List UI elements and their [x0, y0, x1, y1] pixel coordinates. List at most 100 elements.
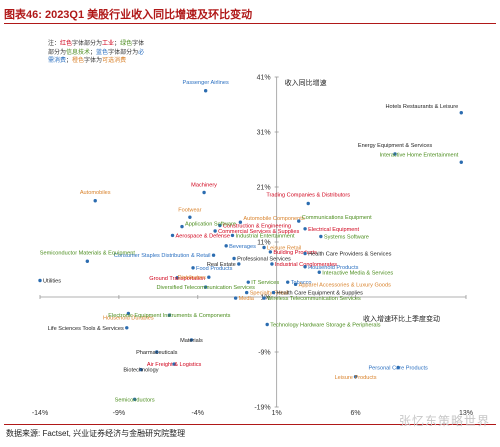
- note-part: 必需消费: [48, 49, 145, 65]
- legend-note: 注：红色字体部分为工业；绿色字体部分为信息技术；蓝色字体部分为必需消费；橙色字体…: [48, 40, 146, 66]
- source-rule: [4, 424, 496, 425]
- data-point: [244, 290, 249, 295]
- data-point: [262, 296, 266, 300]
- data-point: [188, 215, 192, 219]
- point-label: Automobile Components: [243, 216, 304, 222]
- point-label: Apparel Accessories & Luxury Goods: [299, 282, 392, 288]
- point-label: Household Products: [308, 265, 359, 271]
- y-tick-label: 21%: [257, 185, 271, 192]
- data-point: [297, 219, 301, 223]
- note-part: 字体部分为: [108, 49, 139, 56]
- point-label: Household Durables: [103, 316, 154, 322]
- y-tick-label: -9%: [258, 350, 270, 357]
- data-point: [268, 250, 273, 254]
- x-tick-label: 13%: [459, 410, 473, 417]
- data-point: [353, 375, 358, 379]
- data-point: [317, 270, 321, 274]
- data-point: [237, 262, 241, 266]
- point-label: Passenger Airlines: [182, 80, 229, 86]
- data-point: [189, 338, 194, 342]
- data-point: [38, 278, 42, 283]
- data-point: [218, 223, 222, 228]
- data-point: [262, 245, 266, 250]
- data-point: [393, 152, 397, 156]
- point-label: Application Software: [185, 222, 236, 228]
- point-label: Footwear: [178, 207, 201, 213]
- point-label: Ground Transportation: [149, 276, 205, 282]
- data-point: [246, 280, 250, 284]
- data-point: [175, 276, 179, 280]
- data-point: [211, 253, 216, 257]
- watermark: 张忆东策略世界: [398, 414, 490, 428]
- point-label: Real Estate: [207, 262, 236, 268]
- data-point: [396, 365, 400, 370]
- note-part: ；: [90, 49, 97, 56]
- point-label: Wireless Telecommunication Services: [267, 296, 361, 302]
- data-point: [139, 367, 143, 372]
- point-label: Media: [239, 296, 255, 302]
- point-label: Tobacco: [291, 280, 312, 286]
- point-label: Professional Services: [237, 257, 291, 263]
- note-part: 可选消费: [102, 58, 127, 64]
- data-point: [85, 259, 90, 263]
- data-point: [203, 89, 208, 93]
- data-point: [224, 244, 228, 248]
- note-part: 蓝色: [96, 49, 109, 56]
- point-label: Automobiles: [80, 190, 111, 196]
- point-label: Semiconductor Materials & Equipment: [40, 250, 136, 256]
- point-label: Commercial Services & Supplies: [218, 229, 299, 235]
- point-label: Health Care Providers & Services: [308, 252, 392, 258]
- data-point: [167, 313, 172, 317]
- data-point: [286, 280, 290, 284]
- point-label: Electronic Equipment Instruments & Compo…: [108, 313, 230, 319]
- note-part: 红色: [60, 41, 73, 47]
- y-tick-label: 31%: [257, 130, 271, 137]
- data-point: [207, 275, 211, 279]
- data-point: [303, 265, 307, 269]
- data-point: [233, 296, 238, 300]
- data-point: [191, 266, 195, 270]
- data-point: [306, 201, 310, 206]
- data-point: [180, 224, 184, 229]
- data-point: [126, 311, 131, 316]
- point-label: Interactive Media & Services: [322, 270, 393, 276]
- data-point: [459, 160, 463, 164]
- point-label: Leisure Retail: [267, 246, 301, 252]
- point-label: Industrial Entertainment: [235, 233, 295, 239]
- point-label: Electrical Equipment: [308, 227, 359, 233]
- data-point: [93, 199, 97, 203]
- data-point: [132, 397, 137, 401]
- data-point: [265, 322, 269, 327]
- point-label: Machinery: [191, 183, 217, 189]
- point-label: Hotels Restaurants & Leisure: [386, 104, 459, 110]
- title-rule: [4, 23, 496, 24]
- point-label: Building Products: [273, 250, 317, 256]
- point-label: Distributors: [178, 275, 206, 281]
- point-label: Pharmaceuticals: [136, 350, 178, 356]
- point-label: Materials: [180, 338, 203, 344]
- x-tick-label: -9%: [113, 410, 125, 417]
- x-tick-label: 1%: [272, 410, 282, 417]
- note-part: 工业: [102, 41, 115, 47]
- point-label: Personal Care Products: [368, 365, 428, 371]
- data-point: [303, 251, 307, 256]
- data-point: [230, 233, 235, 238]
- data-point: [172, 362, 176, 366]
- x-tick-label: 6%: [350, 410, 360, 417]
- data-point: [238, 220, 243, 224]
- point-label: Communications Equipment: [302, 215, 372, 221]
- point-label: Aerospace & Defense: [176, 233, 230, 239]
- point-label: Food Products: [196, 266, 233, 272]
- x-tick-label: -14%: [32, 410, 48, 417]
- point-label: Energy Equipment & Services: [358, 143, 433, 149]
- note-part: ；: [114, 41, 121, 47]
- data-point: [202, 190, 206, 195]
- point-label: Diversified Telecommunication Services: [156, 285, 255, 291]
- point-label: Biotechnology: [123, 368, 158, 374]
- point-label: Leisure Products: [335, 375, 377, 381]
- point-label: Semiconductors: [115, 397, 155, 403]
- point-label: Beverages: [229, 244, 256, 250]
- note-part: 橙色: [72, 58, 85, 64]
- data-point: [293, 282, 298, 287]
